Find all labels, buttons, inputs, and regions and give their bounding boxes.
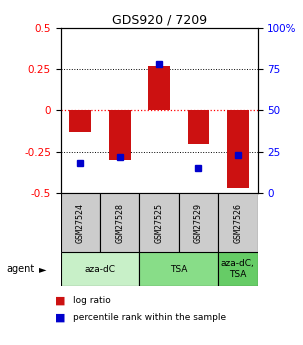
Text: GSM27525: GSM27525 bbox=[155, 203, 164, 243]
Title: GDS920 / 7209: GDS920 / 7209 bbox=[112, 13, 207, 27]
Bar bbox=[109, 110, 131, 160]
Text: percentile rank within the sample: percentile rank within the sample bbox=[73, 313, 226, 322]
Bar bbox=[100, 193, 139, 252]
Text: GSM27529: GSM27529 bbox=[194, 203, 203, 243]
Bar bbox=[188, 110, 209, 144]
Text: TSA: TSA bbox=[170, 265, 188, 274]
Bar bbox=[61, 193, 100, 252]
Bar bbox=[179, 193, 218, 252]
Text: GSM27526: GSM27526 bbox=[233, 203, 242, 243]
Text: aza-dC,
TSA: aza-dC, TSA bbox=[221, 259, 255, 279]
Bar bbox=[139, 193, 179, 252]
Text: ►: ► bbox=[39, 264, 47, 274]
Bar bbox=[227, 110, 249, 188]
Bar bbox=[148, 66, 170, 110]
Bar bbox=[69, 110, 91, 132]
Text: aza-dC: aza-dC bbox=[85, 265, 115, 274]
Bar bbox=[218, 193, 258, 252]
Bar bbox=[139, 252, 218, 286]
Text: log ratio: log ratio bbox=[73, 296, 111, 305]
Text: ■: ■ bbox=[55, 313, 65, 322]
Text: GSM27528: GSM27528 bbox=[115, 203, 124, 243]
Bar bbox=[218, 252, 258, 286]
Text: agent: agent bbox=[6, 264, 34, 274]
Text: ■: ■ bbox=[55, 296, 65, 306]
Text: GSM27524: GSM27524 bbox=[76, 203, 85, 243]
Bar bbox=[61, 252, 139, 286]
